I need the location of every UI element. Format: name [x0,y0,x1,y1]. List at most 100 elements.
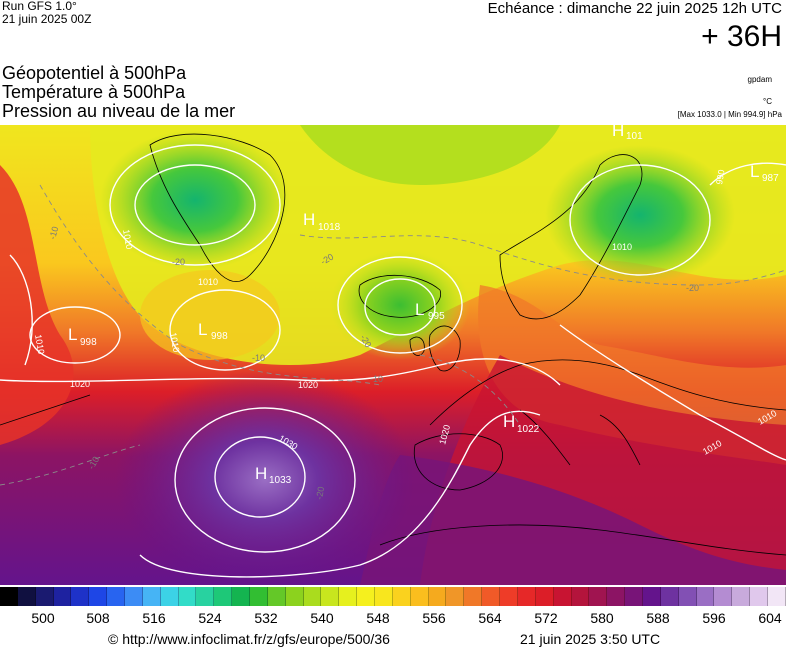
scale-swatch [607,587,626,606]
scale-swatch [553,587,572,606]
center-L-995-letter: L [415,300,424,319]
center-H-1018-letter: H [303,210,315,229]
scale-swatch [285,587,304,606]
scale-swatch [357,587,376,606]
center-H-1018-value: 1018 [318,222,341,233]
scale-swatch [339,587,358,606]
title-geopotential: Géopotentiel à 500hPa [2,63,187,83]
greenland-low-core [100,130,290,270]
isobars [0,144,786,578]
isotherms [0,184,786,486]
scale-swatch [500,587,518,606]
scale-label: 604 [758,610,782,626]
isobar-label: 1010 [33,334,46,355]
scale-swatch [232,587,251,606]
run-label: Run GFS 1.0° [2,0,77,13]
scale-swatch [267,587,286,606]
scale-label: 532 [254,610,278,626]
scale-swatch [160,587,179,606]
scale-swatch [89,587,108,606]
scale-swatch [17,587,36,606]
center-L-987-value: 987 [762,173,779,184]
center-H-1022-letter: H [503,412,515,431]
center-L-998-value: 998 [211,331,228,342]
scale-label: 588 [646,610,670,626]
weather-map: H 1018 L 995 L 998 L 998 H 1033 H 1022 H… [0,125,786,585]
lead-time: + 36H [701,20,782,53]
scale-label: 500 [31,610,55,626]
center-H-1033-value: 1033 [269,475,292,486]
scale-swatch [178,587,197,606]
scale-label: 596 [702,610,726,626]
scale-label: 516 [142,610,166,626]
isobar-label: 1010 [612,242,632,252]
isobar-label: 1010 [168,332,181,353]
center-H-101-letter: H [612,125,624,140]
scale-swatch [392,587,411,606]
temperature-label: -10 [252,353,265,363]
scale-swatch [35,587,54,606]
green-north [300,125,560,185]
unit-gpdam: gpdam [747,75,772,84]
isobar-label: 1020 [70,379,90,389]
color-scale-labels: 500 508 516 524 532 540 548 556 564 572 … [0,610,786,626]
scale-label: 508 [86,610,110,626]
scale-swatch [250,587,268,606]
scale-swatch [696,587,715,606]
center-H-101-value: 101 [626,131,643,142]
scale-label: 572 [534,610,558,626]
run-date: 21 juin 2025 00Z [2,12,92,26]
scale-swatch [482,587,501,606]
center-L-987-letter: L [750,162,759,181]
scale-swatch [71,587,90,606]
scale-swatch [767,587,786,606]
scale-label: 524 [198,610,222,626]
center-L-998b-value: 998 [80,337,97,348]
scale-label: 556 [422,610,446,626]
scale-swatch [678,587,697,606]
warm-west-area [0,165,74,445]
isobar-label: 990 [714,169,726,186]
scale-swatch [53,587,72,606]
isobar-label: 1010 [198,277,218,287]
scale-swatch [0,587,18,606]
scale-swatch [375,587,393,606]
temperature-label: -10 [370,374,383,384]
temperature-label: -20 [314,486,326,501]
pressure-range: [Max 1033.0 | Min 994.9] hPa [677,110,782,119]
scale-swatch [642,587,661,606]
north-africa-hot [360,455,786,585]
scale-swatch [107,587,126,606]
center-H-1033-letter: H [255,464,267,483]
scale-swatch [464,587,483,606]
scale-swatch [142,587,161,606]
coastlines [0,133,786,556]
scale-swatch [517,587,536,606]
scale-label: 580 [590,610,614,626]
source-url: © http://www.infoclimat.fr/z/gfs/europe/… [108,631,390,647]
temperature-label: -20 [172,257,185,267]
generated-time: 21 juin 2025 3:50 UTC [520,631,661,647]
scandinavia-low-core [545,145,735,285]
scale-swatch [125,587,143,606]
scale-swatch [410,587,429,606]
isobar-label: 1020 [298,380,318,390]
scale-swatch [714,587,733,606]
scale-swatch [214,587,233,606]
scale-swatch [750,587,768,606]
center-L-998b-letter: L [68,325,77,344]
center-H-1022-value: 1022 [517,424,540,435]
unit-temperature: °C [763,97,772,106]
scale-label: 548 [366,610,390,626]
color-scale-bar [0,587,786,606]
scale-swatch [535,587,554,606]
azores-high-core [115,370,415,585]
forecast-valid-time: Echéance : dimanche 22 juin 2025 12h UTC [487,0,782,17]
scale-swatch [625,587,643,606]
scale-label: 540 [310,610,334,626]
scale-swatch [428,587,447,606]
pressure-centers: H 1018 L 995 L 998 L 998 H 1033 H 1022 H… [68,125,779,486]
temperature-label: -20 [686,283,699,293]
title-temperature: Température à 500hPa [2,82,186,102]
scale-swatch [732,587,751,606]
